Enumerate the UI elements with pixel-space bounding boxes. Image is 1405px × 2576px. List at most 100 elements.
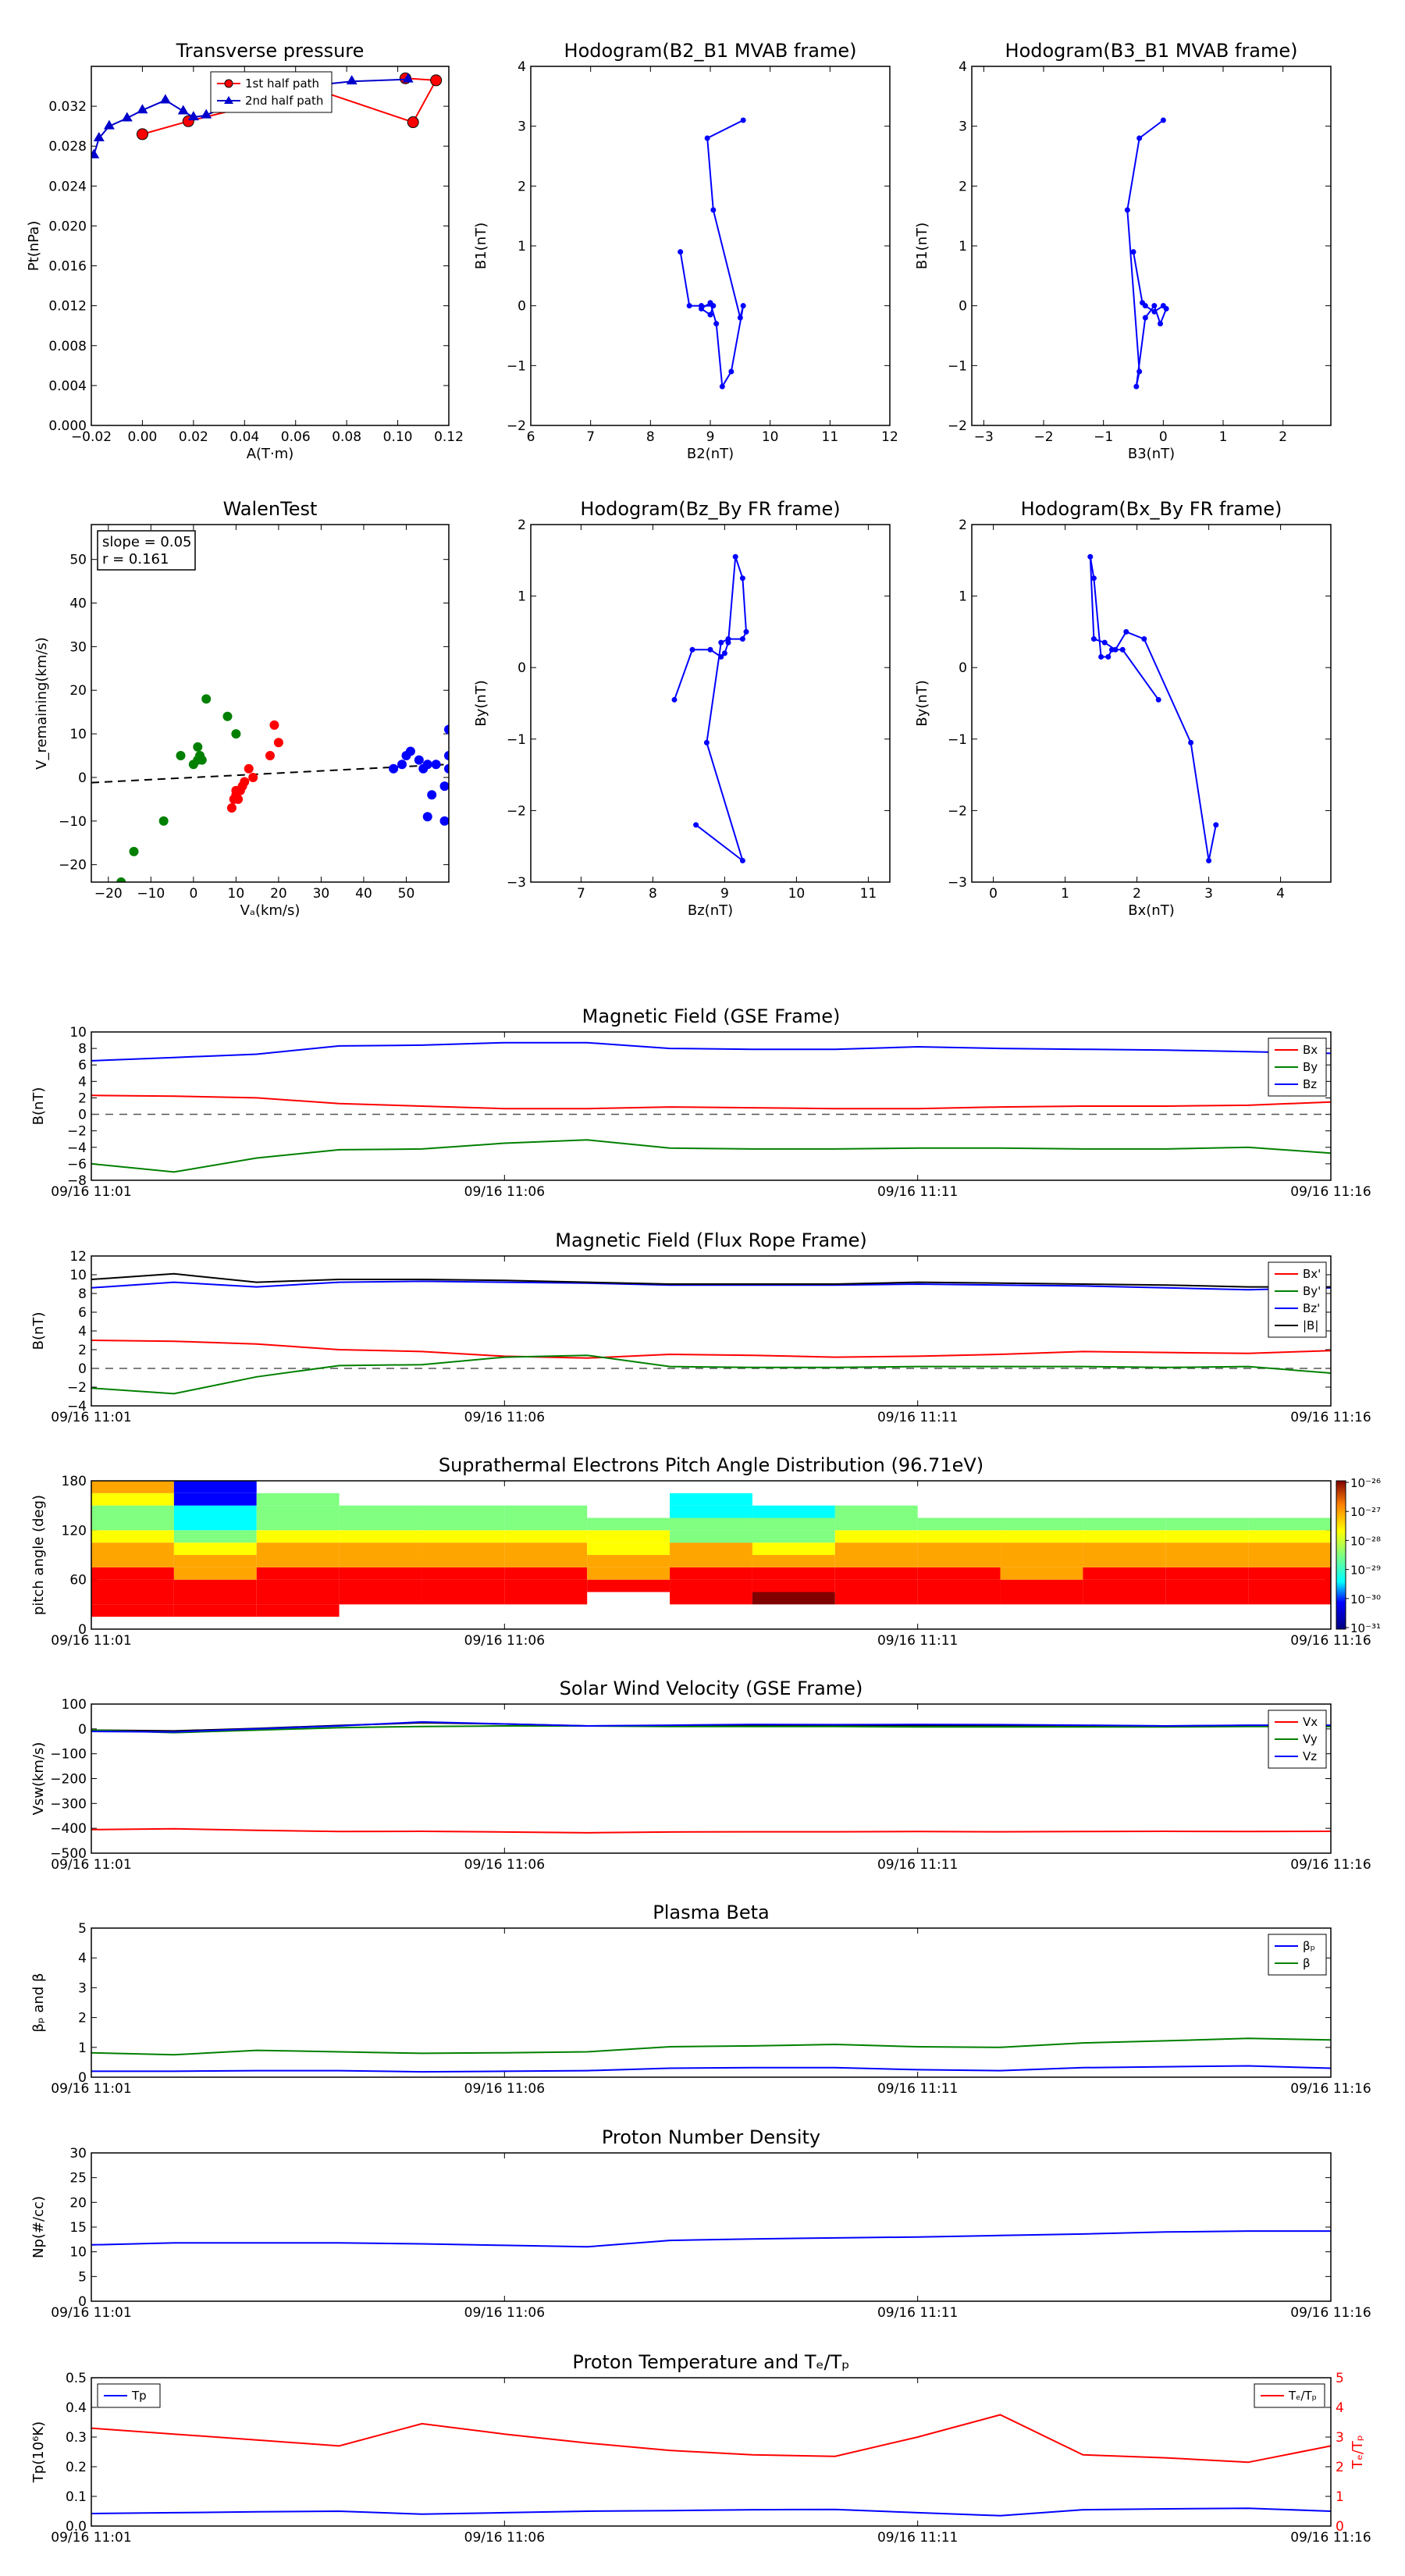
- heat-cell: [670, 1542, 752, 1555]
- plot-frame: [91, 1255, 1332, 1407]
- hodogram-line: [679, 119, 745, 390]
- data-point: [710, 303, 717, 309]
- y-tick-label: 1: [959, 239, 967, 254]
- x-tick-label: 0.00: [127, 429, 157, 445]
- data-point: [407, 116, 419, 129]
- data-point: [739, 636, 745, 642]
- chart-tp: Transverse pressure −0.02 0.00 0.02 0.04 0.06…: [26, 40, 464, 462]
- x-tick-label: 09/16 11:06: [464, 2305, 545, 2321]
- heat-cell: [1000, 1530, 1083, 1543]
- heat-cell: [1000, 1579, 1083, 1592]
- heat-cell: [834, 1542, 918, 1555]
- heat-cell: [256, 1555, 340, 1567]
- chart-title: WalenTest: [223, 498, 318, 520]
- x-tick-label: 09/16 11:11: [877, 1184, 958, 1200]
- colorbar-tick-label: 10⁻²⁶: [1350, 1476, 1381, 1490]
- legend-label: 2nd half path: [245, 94, 323, 108]
- legend-label: By: [1303, 1060, 1318, 1074]
- colorbar: [1336, 1480, 1346, 1630]
- y-tick-label: 30: [69, 639, 87, 655]
- y-tick-label: 0: [959, 660, 967, 676]
- y-tick-label: −6: [67, 1157, 87, 1172]
- legend: [210, 71, 333, 113]
- heat-cell: [1248, 1555, 1331, 1567]
- x-tick-label: 7: [586, 429, 595, 445]
- data-point: [103, 119, 115, 130]
- heat-cell: [1083, 1567, 1166, 1580]
- y-tick-label: 2: [78, 1091, 87, 1106]
- heat-cell: [1165, 1555, 1249, 1567]
- x-tick-label: 09/16 11:16: [1290, 2305, 1371, 2321]
- data-point: [1158, 321, 1163, 327]
- data-point: [1098, 653, 1104, 660]
- data-point: [740, 117, 746, 123]
- x-tick-label: 09/16 11:01: [51, 2530, 131, 2546]
- heat-cell: [1165, 1567, 1249, 1580]
- heat-cell: [1165, 1579, 1249, 1592]
- heat-cell: [256, 1517, 340, 1531]
- data-point: [671, 696, 678, 703]
- chart-walen: WalenTest −20 −10 0 10 20 30 40 50 −20 −10 0 10 20 30 4…: [34, 498, 450, 919]
- legend-label: Vy: [1303, 1732, 1318, 1746]
- data-point: [1136, 135, 1143, 141]
- y-tick-label: 8: [78, 1041, 87, 1057]
- heat-cell: [1248, 1592, 1331, 1605]
- x-tick-label: 0.02: [179, 429, 208, 445]
- chart-beta: Plasma Beta 09/16 11:01 09/16 11:06 09/16 1…: [30, 1902, 1371, 2097]
- y-axis-label: B1(nT): [473, 222, 489, 269]
- heat-cell: [834, 1530, 918, 1543]
- x-tick-label: 0: [189, 886, 197, 902]
- data-point: [1206, 858, 1212, 864]
- data-point: [703, 739, 710, 745]
- data-point: [91, 148, 100, 158]
- y-tick-label: −1: [507, 358, 526, 374]
- x-tick-label: 09/16 11:11: [877, 1633, 958, 1649]
- data-point: [1151, 308, 1158, 315]
- heat-cell: [587, 1579, 670, 1592]
- heat-cell: [339, 1567, 422, 1580]
- data-point: [177, 105, 189, 115]
- series-line: [91, 2037, 1331, 2056]
- data-point: [402, 73, 414, 83]
- scatter-point: [129, 846, 139, 856]
- y-tick-label: 4: [78, 1074, 87, 1090]
- heat-cell: [1083, 1592, 1166, 1605]
- data-point: [1124, 207, 1130, 213]
- y-tick-label: −2: [948, 803, 967, 819]
- heat-cell: [173, 1493, 257, 1506]
- y-tick-label: 0.3: [66, 2430, 87, 2446]
- y-axis-label: By(nT): [473, 680, 489, 726]
- legend-label: Bz: [1303, 1077, 1317, 1091]
- heat-cell: [339, 1505, 422, 1518]
- y-tick-label: 30: [69, 2146, 87, 2161]
- heat-cell: [752, 1505, 835, 1518]
- heat-cell: [917, 1579, 1001, 1592]
- series-line: [91, 1725, 1331, 1734]
- plot-frame: [971, 66, 1332, 426]
- y-tick-label: −100: [50, 1747, 87, 1763]
- y-tick-label: −4: [67, 1140, 87, 1156]
- data-point: [430, 74, 443, 87]
- x-tick-label: 20: [270, 886, 287, 902]
- y-tick-label: −400: [50, 1821, 87, 1837]
- heat-cell: [1000, 1555, 1083, 1567]
- plot-frame: [971, 524, 1332, 883]
- heat-cell: [1000, 1542, 1083, 1555]
- scatter-point: [197, 755, 207, 765]
- data-point: [725, 639, 731, 646]
- heat-cell: [256, 1604, 340, 1617]
- heat-cell: [917, 1592, 1001, 1605]
- colorbar-tick-label: 10⁻²⁸: [1350, 1534, 1381, 1548]
- x-tick-label: 09/16 11:16: [1290, 1633, 1371, 1649]
- colorbar-tick-label: 10⁻³⁰: [1350, 1592, 1381, 1606]
- data-point: [689, 646, 695, 653]
- stats-text: r = 0.161: [102, 551, 169, 568]
- y-tick-label: −1: [948, 358, 967, 374]
- chart-title: Proton Number Density: [602, 2126, 820, 2148]
- y-right-tick-label: 2: [1336, 2460, 1344, 2475]
- y-tick-label: 0: [78, 1722, 87, 1738]
- y-tick-label: 20: [69, 2195, 87, 2211]
- y-tick-label: 2: [78, 1343, 87, 1358]
- y-tick-label: 20: [69, 683, 87, 699]
- data-point: [121, 112, 133, 122]
